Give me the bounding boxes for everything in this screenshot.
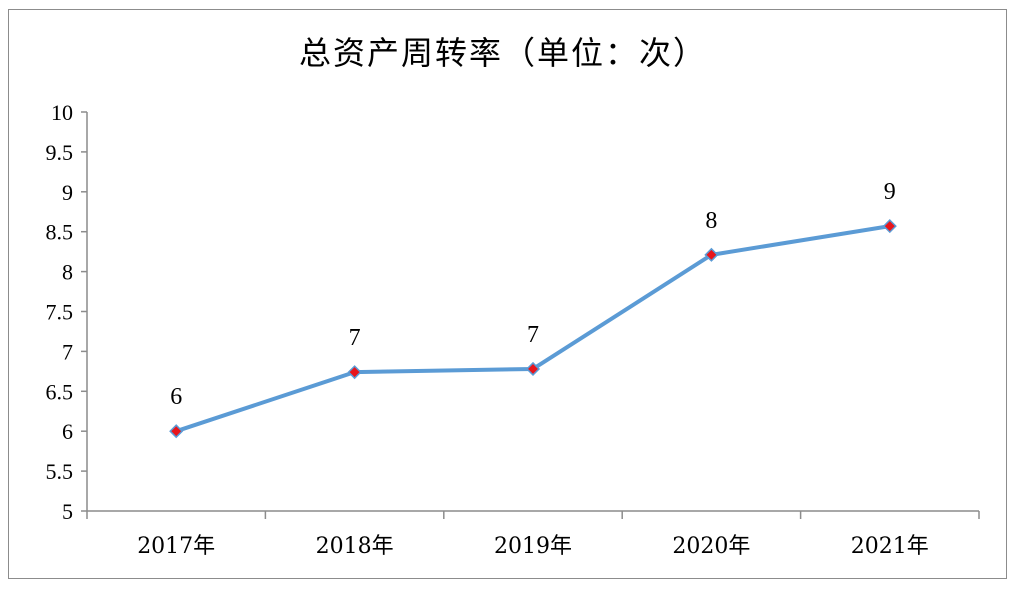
data-label: 8 — [705, 208, 717, 234]
data-point-marker — [704, 247, 719, 262]
data-point-marker — [882, 219, 897, 234]
y-tick-label: 5.5 — [46, 459, 74, 484]
data-label: 7 — [527, 322, 539, 348]
y-axis-ticks: 5 5.5 6 6.5 7 7.5 8 8.5 9 9.5 10 — [46, 100, 87, 524]
y-tick-label: 9.5 — [46, 140, 74, 165]
y-tick-label: 5 — [62, 499, 73, 524]
y-tick-label: 9 — [62, 180, 73, 205]
y-tick-label: 7.5 — [46, 300, 74, 325]
y-tick-label: 8.5 — [46, 220, 74, 245]
y-tick-label: 6 — [62, 419, 73, 444]
x-axis-ticks: 2017年 2018年 2019年 2020年 2021年 — [86, 511, 980, 559]
y-tick-label: 7 — [62, 339, 73, 364]
x-tick-label: 2021年 — [851, 534, 929, 559]
x-tick-label: 2017年 — [137, 534, 215, 559]
y-tick-label: 10 — [51, 100, 73, 125]
data-label: 7 — [349, 325, 361, 351]
data-point-marker — [347, 365, 362, 380]
data-label: 6 — [170, 384, 182, 410]
x-tick-label: 2019年 — [494, 534, 572, 559]
y-tick-label: 8 — [62, 260, 73, 285]
axes — [86, 112, 979, 512]
x-tick-label: 2018年 — [316, 534, 394, 559]
data-point-marker — [169, 424, 184, 439]
chart-frame — [8, 9, 1007, 579]
chart-title: 总资产周转率（单位：次） — [299, 34, 707, 72]
series-group — [169, 219, 897, 439]
x-tick-label: 2020年 — [672, 534, 750, 559]
y-tick-label: 6.5 — [46, 379, 74, 404]
data-point-marker — [525, 361, 541, 377]
data-labels-group: 6 7 7 8 9 — [170, 179, 896, 410]
data-label: 9 — [884, 179, 896, 205]
